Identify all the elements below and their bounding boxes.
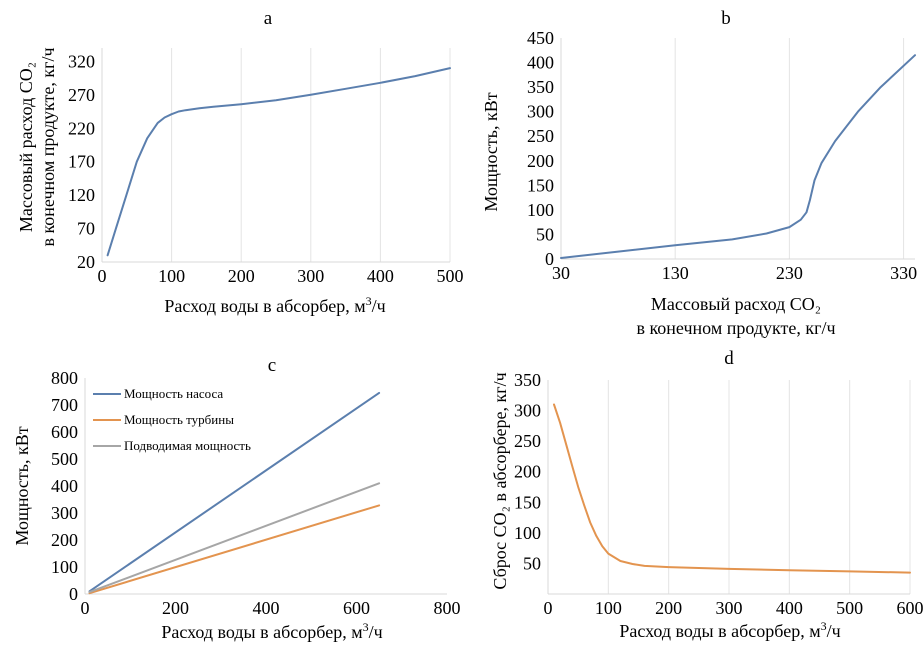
panel-c-legend-label: Мощность насоса xyxy=(124,386,223,401)
panel-d-y-tick-label: 100 xyxy=(514,523,541,543)
panel-b-y-tick-label: 0 xyxy=(545,249,554,269)
panel-d-series-line-0 xyxy=(553,403,911,574)
panel-b-x-title-line2: в конечном продукте, кг/ч xyxy=(636,318,835,338)
panel-b-y-tick-label: 300 xyxy=(527,102,554,122)
panel-d-x-tick-label: 500 xyxy=(836,598,863,618)
panel-c-title: c xyxy=(268,355,276,376)
panel-c-y-tick-label: 600 xyxy=(51,422,78,442)
panel-b-x-tick-label: 230 xyxy=(776,263,803,283)
panel-d-x-tick-label: 600 xyxy=(897,598,924,618)
panel-b-y-tick-label: 250 xyxy=(527,126,554,146)
panel-a-y-tick-label: 120 xyxy=(68,185,95,205)
panel-d-x-tick-label: 300 xyxy=(716,598,743,618)
panel-b-y-tick-label: 150 xyxy=(527,175,554,195)
panel-c-x-tick-label: 600 xyxy=(343,598,370,618)
panel-a-y-tick-label: 170 xyxy=(68,152,95,172)
panel-a-y-tick-label: 320 xyxy=(68,51,95,71)
panel-c-series-line-1 xyxy=(88,504,381,595)
panel-b-y-title: Мощность, кВт xyxy=(481,92,501,211)
panel-b-y-tick-label: 50 xyxy=(536,224,554,244)
panel-b-series-line-0 xyxy=(560,54,916,259)
panel-d-x-title: Расход воды в абсорбер, м3/ч xyxy=(619,619,840,641)
panel-b-y-tick-label: 350 xyxy=(527,77,554,97)
panel-c-series-line-0 xyxy=(88,391,381,593)
panel-a-y-title-line1: Массовый расход CO₂ xyxy=(16,62,36,232)
panel-a-x-title: Расход воды в абсорбер, м3/ч xyxy=(164,294,385,316)
panel-b-x-tick-label: 130 xyxy=(662,263,689,283)
panel-c-y-title: Мощность, кВт xyxy=(12,426,32,545)
panel-b-y-tick-label: 100 xyxy=(527,200,554,220)
panel-d-x-tick-label: 100 xyxy=(595,598,622,618)
panel-a-x-tick-label: 200 xyxy=(228,266,255,286)
panel-c-y-tick-label: 400 xyxy=(51,476,78,496)
panel-c-y-tick-label: 100 xyxy=(51,557,78,577)
panel-a-y-tick-label: 220 xyxy=(68,118,95,138)
panel-c-legend: Мощность насоса Мощность турбины Подводима… xyxy=(93,386,251,453)
panel-a-x-tick-label: 500 xyxy=(437,266,464,286)
panel-d-y-title: Сброс CO₂ в абсорбере, кг/ч xyxy=(490,372,510,589)
panel-c-series-line-2 xyxy=(88,482,381,594)
panel-b-x-tick-label: 330 xyxy=(890,263,917,283)
panel-b-y-tick-label: 200 xyxy=(527,151,554,171)
panel-b-x-tick-label: 30 xyxy=(552,263,570,283)
panel-d-y-tick-label: 200 xyxy=(514,462,541,482)
panel-c-y-tick-label: 300 xyxy=(51,503,78,523)
panel-d-x-tick-label: 400 xyxy=(776,598,803,618)
panel-d-title: d xyxy=(724,348,734,369)
panel-c-y-tick-label: 0 xyxy=(69,584,78,604)
panel-b-title: b xyxy=(721,8,731,29)
panel-c-x-tick-label: 400 xyxy=(253,598,280,618)
panel-b-x-title-line1: Массовый расход CO₂ xyxy=(651,294,821,314)
panel-c-y-tick-label: 200 xyxy=(51,530,78,550)
panel-a-series-line-0 xyxy=(106,67,451,257)
panel-c-x-tick-label: 0 xyxy=(81,598,90,618)
panel-b: b 30 130 230 330 0 50 100 150 200 250 300 350 400 450… xyxy=(481,8,917,338)
panel-a: a 0 100 200 300 400 500 20 70 120 170 220 270 320 Ма… xyxy=(16,8,464,316)
panel-a-x-tick-label: 300 xyxy=(297,266,324,286)
panel-c-y-tick-label: 500 xyxy=(51,449,78,469)
panel-c-x-tick-label: 800 xyxy=(434,598,461,618)
panel-a-y-tick-label: 70 xyxy=(77,219,95,239)
panel-a-title: a xyxy=(264,8,273,29)
panel-a-x-tick-label: 100 xyxy=(158,266,185,286)
panel-b-y-tick-label: 400 xyxy=(527,53,554,73)
panel-b-y-tick-label: 450 xyxy=(527,28,554,48)
panel-d-y-tick-label: 300 xyxy=(514,401,541,421)
panel-d-y-tick-label: 150 xyxy=(514,492,541,512)
panel-a-y-title-line2: в конечном продукте, кг/ч xyxy=(38,47,58,246)
panel-a-x-tick-label: 400 xyxy=(367,266,394,286)
panel-d: d 0 100 200 300 400 500 600 50 100 150 200 250 300 35… xyxy=(490,348,924,641)
panel-c-legend-label: Мощность турбины xyxy=(124,412,234,427)
panel-d-x-tick-label: 0 xyxy=(544,598,553,618)
panel-c-x-tick-label: 200 xyxy=(162,598,189,618)
panel-a-y-tick-label: 270 xyxy=(68,85,95,105)
panel-d-y-tick-label: 250 xyxy=(514,431,541,451)
panel-d-y-tick-label: 50 xyxy=(523,553,541,573)
panel-c-x-title: Расход воды в абсорбер, м3/ч xyxy=(161,620,382,642)
panel-d-y-tick-label: 350 xyxy=(514,370,541,390)
panel-a-y-tick-label: 20 xyxy=(77,252,95,272)
panel-c-y-tick-label: 700 xyxy=(51,395,78,415)
panel-d-x-tick-label: 200 xyxy=(655,598,682,618)
panel-a-x-tick-label: 0 xyxy=(98,266,107,286)
panel-c: c 0 200 400 600 800 0 100 200 300 400 500 600 700 800… xyxy=(12,355,461,642)
panel-c-legend-label: Подводимая мощность xyxy=(124,438,251,453)
panel-c-y-tick-label: 800 xyxy=(51,368,78,388)
